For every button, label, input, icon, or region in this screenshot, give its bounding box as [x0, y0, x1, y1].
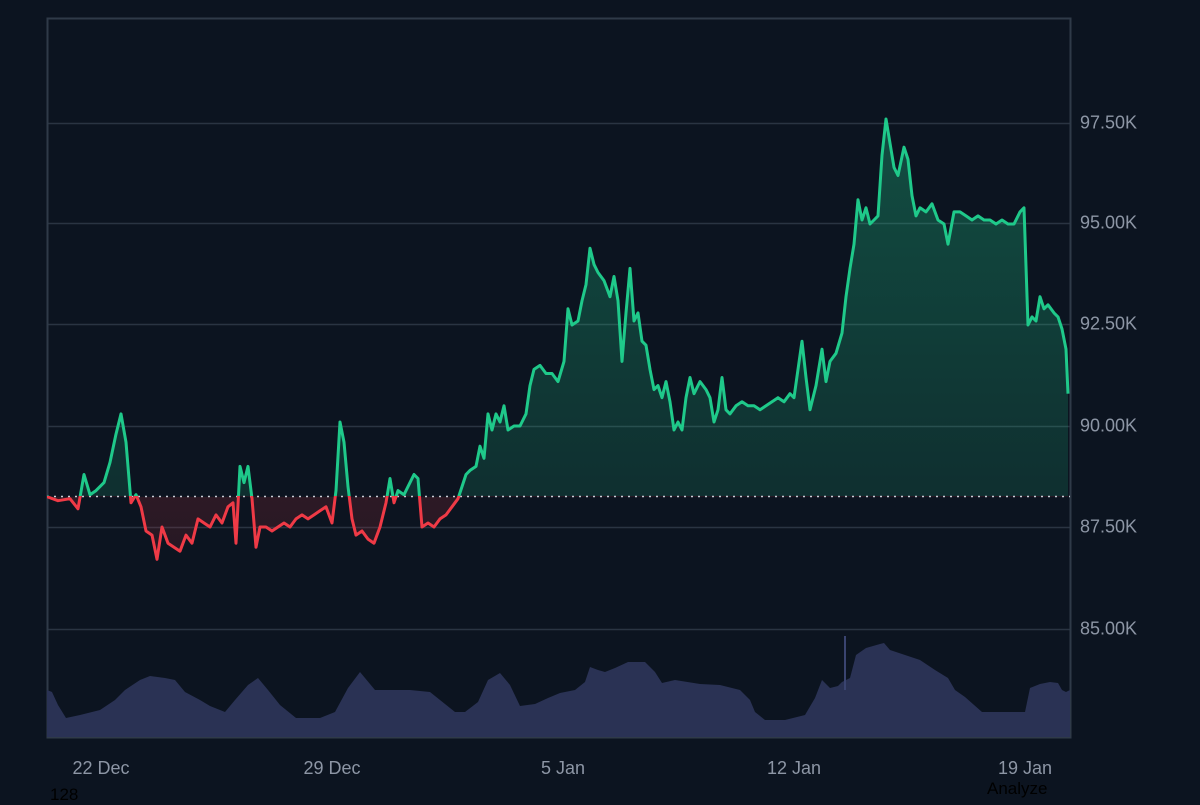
x-axis-label: 19 Jan [997, 758, 1053, 778]
footer-left-text: 128 [50, 785, 79, 804]
x-axis-label: 22 Dec [72, 758, 130, 778]
analyze-link[interactable]: Analyze [987, 779, 1048, 798]
y-axis-label: 90.00K [1080, 415, 1138, 436]
x-axis-label: 5 Jan [540, 758, 586, 778]
volume-area [47, 643, 1070, 737]
y-axis-label: 87.50K [1080, 516, 1138, 537]
grid-lines [47, 122, 1070, 631]
y-axis-label: 97.50K [1080, 112, 1138, 133]
price-line-above [47, 117, 1070, 496]
price-area-above [80, 119, 1068, 496]
y-axis-label: 92.50K [1080, 313, 1138, 334]
x-axis-label: 29 Dec [303, 758, 361, 778]
y-axis-label: 95.00K [1080, 212, 1138, 233]
y-axis-label: 85.00K [1080, 618, 1138, 639]
price-area-below [47, 496, 1068, 560]
plot-frame [46, 17, 1072, 739]
x-axis-label: 12 Jan [766, 758, 822, 778]
